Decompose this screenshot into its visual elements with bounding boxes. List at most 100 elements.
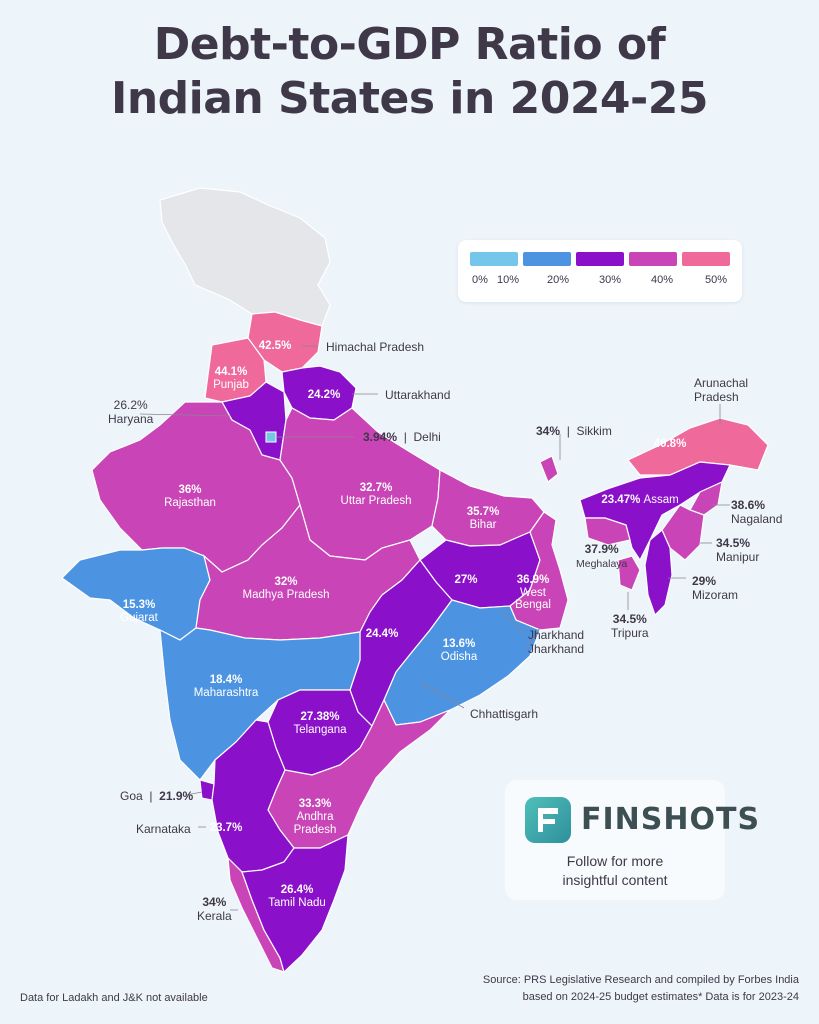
label-goa: Goa | 21.9% <box>120 789 194 803</box>
odisha-name: Odisha <box>440 651 478 663</box>
bihar-value: 35.7% <box>466 506 500 518</box>
region-delhi <box>265 431 277 443</box>
label-telangana: 27.38% Telangana <box>293 711 346 737</box>
label-bihar: 35.7% Bihar <box>467 506 500 532</box>
sikkim-name: Sikkim <box>576 424 612 438</box>
ap-name: Andhra Pradesh <box>293 811 337 836</box>
label-manipur: 34.5% Manipur <box>716 536 759 564</box>
color-legend: 0% 10% 20% 30% 40% 50% <box>458 240 742 302</box>
label-madhya-pradesh: 32% Madhya Pradesh <box>243 576 330 602</box>
nagaland-name: Nagaland <box>731 512 783 526</box>
arunachal-value: 40.8% <box>653 438 687 450</box>
legend-swatch-0-10pct <box>470 252 518 266</box>
label-karnataka-name: Karnataka <box>136 822 191 836</box>
title-line-2: Indian States in 2024-25 <box>110 73 709 124</box>
legend-tick: 10% <box>496 274 520 286</box>
region-sikkim <box>539 455 559 483</box>
kerala-name: Kerala <box>197 909 232 923</box>
label-arunachal-name: Arunachal Pradesh <box>694 376 749 404</box>
legend-swatch-20-30pct <box>576 252 624 266</box>
delhi-name: Delhi <box>413 430 441 444</box>
legend-swatch-10-20pct <box>523 252 571 266</box>
wb-value: 36.9% <box>516 574 550 586</box>
maharashtra-value: 18.4% <box>209 674 243 686</box>
sikkim-value: 34% <box>536 424 561 438</box>
legend-tick: 0% <box>472 274 488 286</box>
goa-value: 21.9% <box>159 789 194 803</box>
label-andhra-pradesh: 33.3% Andhra Pradesh <box>289 798 341 837</box>
title-line-1: Debt-to-GDP Ratio of <box>153 19 666 70</box>
mp-value: 32% <box>274 576 298 588</box>
region-nagaland <box>689 480 723 516</box>
jharkhand-callout-1: Jharkhand <box>528 628 585 642</box>
tn-name: Tamil Nadu <box>268 897 326 909</box>
punjab-value: 44.1% <box>214 366 248 378</box>
label-karnataka-value: 23.7% <box>210 822 243 835</box>
label-tamil-nadu: 26.4% Tamil Nadu <box>268 884 326 910</box>
region-tamil-nadu <box>241 834 349 974</box>
maharashtra-name: Maharashtra <box>193 687 259 699</box>
source-line-2: based on 2024-25 budget estimates* Data … <box>522 991 799 1003</box>
label-odisha: 13.6% Odisha <box>441 638 477 664</box>
assam-name: Assam <box>643 494 679 506</box>
brand-tagline: Follow for more insightful content <box>505 852 725 890</box>
label-haryana: 26.2% Haryana <box>108 398 153 426</box>
tn-value: 26.4% <box>280 884 314 896</box>
brand-card: FINSHOTS Follow for more insightful cont… <box>505 780 759 900</box>
region-odisha <box>383 599 541 726</box>
uttarakhand-value: 24.2% <box>307 389 341 401</box>
goa-name: Goa <box>120 789 143 803</box>
label-chhattisgarh-name: Chhattisgarh <box>470 707 539 721</box>
ap-value: 33.3% <box>298 798 332 810</box>
region-mizoram <box>644 529 673 617</box>
odisha-value: 13.6% <box>442 638 476 650</box>
telangana-value: 27.38% <box>300 711 340 723</box>
label-chhattisgarh-value: 24.4% <box>366 628 399 641</box>
label-gujarat: 15.3% Gujarat <box>120 599 158 625</box>
finshots-glyph-icon <box>538 808 558 832</box>
haryana-name: Haryana <box>108 412 154 426</box>
finshots-logo-icon <box>525 797 571 843</box>
source-line-1: Source: PRS Legislative Research and com… <box>482 974 799 986</box>
jharkhand-callout-2: Jharkhand <box>528 642 585 656</box>
up-value: 32.7% <box>359 482 393 494</box>
manipur-name: Manipur <box>716 550 760 564</box>
region-tripura <box>617 555 641 591</box>
bihar-name: Bihar <box>469 519 497 531</box>
manipur-value: 34.5% <box>716 536 751 550</box>
kerala-value: 34% <box>202 895 227 909</box>
label-maharashtra: 18.4% Maharashtra <box>194 674 259 700</box>
region-meghalaya <box>584 517 631 546</box>
legend-tick: 30% <box>598 274 622 286</box>
label-west-bengal: 36.9% West Bengal <box>513 574 553 612</box>
brand-name: FINSHOTS <box>581 802 761 837</box>
meghalaya-value: 37.9% <box>584 542 619 556</box>
region-gujarat <box>61 547 211 641</box>
mizoram-name: Mizoram <box>692 588 739 602</box>
legend-tick: 20% <box>546 274 570 286</box>
wb-name: West Bengal <box>515 587 551 611</box>
label-sikkim: 34% | Sikkim <box>536 424 612 438</box>
region-jk-ladakh <box>159 187 331 327</box>
brand-tagline-1: Follow for more <box>566 853 664 869</box>
footnote: Data for Ladakh and J&K not available <box>20 992 208 1004</box>
label-mizoram: 29% Mizoram <box>692 574 738 602</box>
brand-tagline-2: insightful content <box>562 872 668 888</box>
label-meghalaya: 37.9% Meghalaya <box>576 542 627 571</box>
label-uttarakhand-name: Uttarakhand <box>385 388 451 402</box>
page-title: Debt-to-GDP Ratio of Indian States in 20… <box>0 18 819 126</box>
nagaland-value: 38.6% <box>731 498 766 512</box>
legend-tick: 50% <box>704 274 728 286</box>
label-kerala: 34% Kerala <box>197 895 232 923</box>
punjab-name: Punjab <box>213 379 249 391</box>
jharkhand-value: 27% <box>454 574 478 586</box>
label-uttar-pradesh: 32.7% Uttar Pradesh <box>341 482 412 508</box>
gujarat-value: 15.3% <box>122 599 156 611</box>
assam-value: 23.47% <box>601 494 641 506</box>
rajasthan-value: 36% <box>178 484 202 496</box>
legend-swatch-30-40pct <box>629 252 677 266</box>
meghalaya-name: Meghalaya <box>576 558 628 570</box>
label-arunachal-value: 40.8% <box>654 438 687 451</box>
delhi-value: 3.94% <box>363 430 398 444</box>
